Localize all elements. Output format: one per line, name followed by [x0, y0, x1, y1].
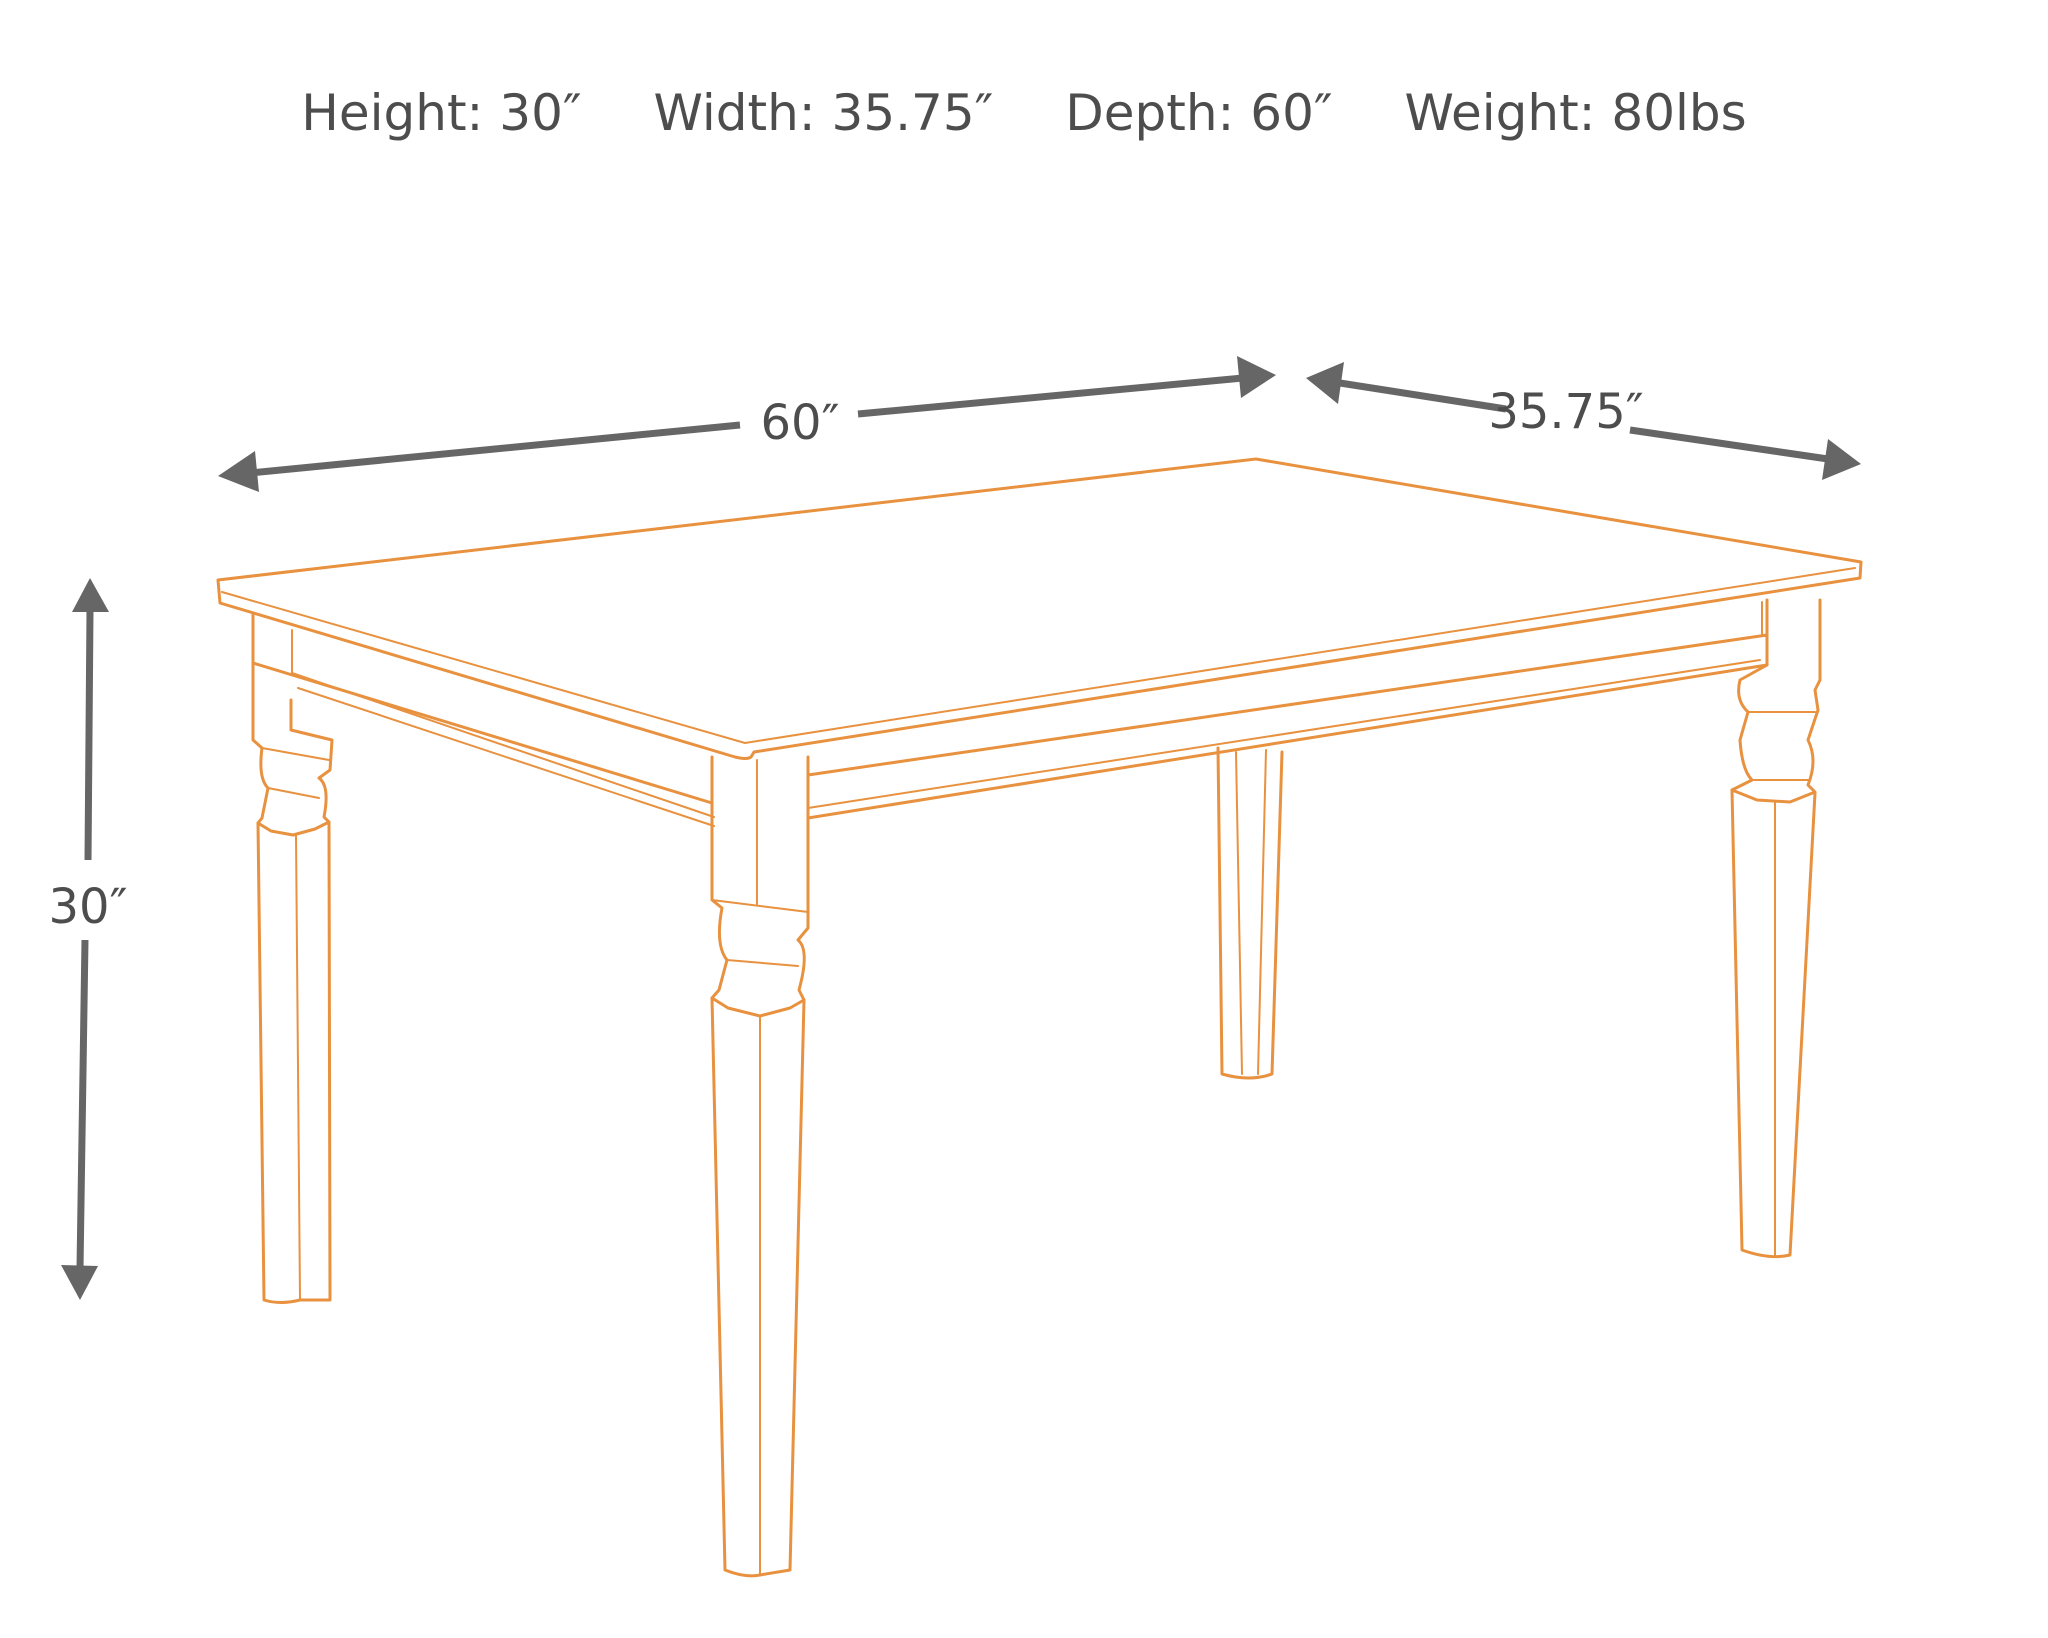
table-leg-right — [1730, 598, 1822, 1259]
table-apron — [251, 601, 1769, 827]
length-dimension-arrow — [218, 356, 1276, 492]
table-leg-back — [1216, 746, 1284, 1080]
height-label: 30″ — [48, 879, 127, 935]
height-dimension-arrow — [61, 578, 109, 1300]
width-label: 35.75″ — [1488, 384, 1643, 440]
spec-height: Height: 30″ — [301, 84, 582, 142]
spec-width: Width: 35.75″ — [653, 84, 994, 142]
spec-bar: Height: 30″ Width: 35.75″ Depth: 60″ Wei… — [0, 84, 2048, 142]
table-leg-left — [251, 612, 334, 1304]
table-leg-front — [710, 755, 810, 1578]
spec-weight: Weight: 80lbs — [1404, 84, 1747, 142]
length-label: 60″ — [760, 395, 839, 451]
table-top — [216, 457, 1863, 760]
spec-depth: Depth: 60″ — [1065, 84, 1333, 142]
width-dimension-arrow — [1306, 362, 1861, 480]
